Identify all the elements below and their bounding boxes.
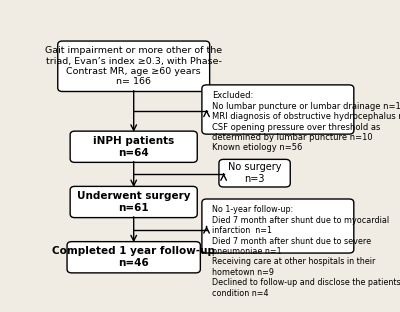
FancyBboxPatch shape — [70, 131, 197, 162]
FancyBboxPatch shape — [219, 159, 290, 187]
Text: Gait impairment or more other of the
triad, Evan’s index ≥0.3, with Phase-
Contr: Gait impairment or more other of the tri… — [45, 46, 222, 86]
Text: No surgery
n=3: No surgery n=3 — [228, 162, 281, 184]
Text: Completed 1 year follow-up
n=46: Completed 1 year follow-up n=46 — [52, 246, 215, 268]
FancyBboxPatch shape — [67, 241, 200, 273]
Text: Underwent surgery
n=61: Underwent surgery n=61 — [77, 191, 190, 213]
Text: iNPH patients
n=64: iNPH patients n=64 — [93, 136, 174, 158]
FancyBboxPatch shape — [70, 186, 197, 218]
FancyBboxPatch shape — [202, 85, 354, 134]
Text: No 1-year follow-up:
Died 7 month after shunt due to myocardial
infarction  n=1
: No 1-year follow-up: Died 7 month after … — [212, 206, 400, 298]
Text: Excluded:
No lumbar puncture or lumbar drainage n=19
MRI diagnosis of obstructiv: Excluded: No lumbar puncture or lumbar d… — [212, 91, 400, 152]
FancyBboxPatch shape — [202, 199, 354, 253]
FancyBboxPatch shape — [58, 41, 210, 91]
